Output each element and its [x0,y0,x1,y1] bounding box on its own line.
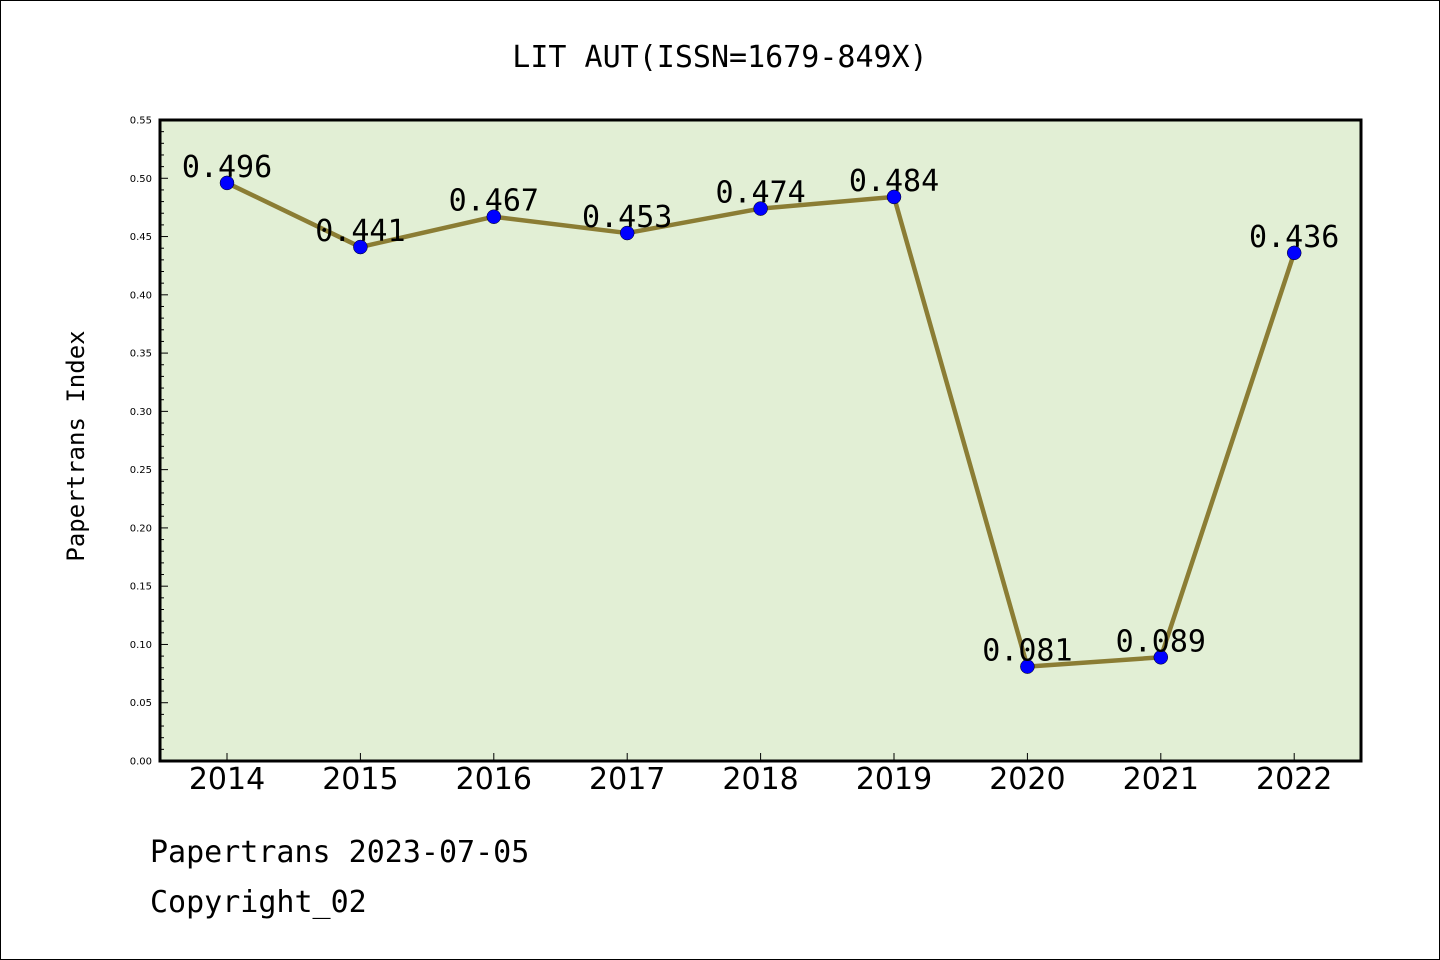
x-tick-label: 2022 [1256,762,1332,797]
x-axis: 2014 2015 2016 2017 2018 2019 2020 2021 2022 [189,753,1332,797]
y-tick-label: 0.00 [130,757,152,768]
data-point [219,175,235,191]
data-point [486,209,502,224]
y-tick-label: 0.40 [130,290,152,301]
x-tick-label: 2020 [989,762,1065,797]
x-tick-label: 2019 [856,762,932,797]
x-tick-label: 2014 [189,762,265,797]
x-tick-label: 2018 [722,762,798,797]
data-point [753,201,768,216]
data-label: 0.436 [1249,220,1339,255]
y-tick-label: 0.50 [130,174,152,185]
y-axis-label: Papertrans Index [62,330,90,561]
data-point [353,239,368,255]
data-point [1153,650,1169,665]
data-label: 0.441 [315,214,405,249]
x-tick-label: 2015 [322,762,398,797]
chart-title: LIT AUT(ISSN=1679-849X) [512,40,927,75]
y-tick-label: 0.15 [130,582,152,593]
data-point [1286,245,1302,261]
series-markers [219,175,1302,674]
y-tick-label: 0.05 [130,698,152,709]
x-tick-label: 2021 [1123,762,1199,797]
y-tick-label: 0.20 [130,523,152,534]
data-label: 0.089 [1116,624,1206,659]
plot-border [158,118,1363,763]
y-tick-label: 0.45 [130,232,152,243]
y-tick-label: 0.55 [130,116,152,127]
y-tick-label: 0.35 [130,349,152,360]
data-labels: 0.496 0.441 0.467 0.453 0.474 0.484 0.081 0.089… [182,150,1340,669]
footer-copyright: Copyright_02 [150,885,367,920]
data-label: 0.484 [849,164,939,199]
data-point [619,225,635,241]
y-tick-label: 0.10 [130,640,152,651]
footer-date: Papertrans 2023-07-05 [150,835,530,870]
data-label: 0.081 [982,634,1072,669]
data-point [1020,659,1035,674]
y-tick-label: 0.30 [130,407,152,418]
data-point [886,189,902,205]
data-label: 0.496 [182,150,272,185]
data-label: 0.474 [715,176,805,211]
x-tick-label: 2016 [456,762,532,797]
y-tick-label: 0.25 [130,465,152,476]
data-label: 0.467 [449,184,539,219]
data-label: 0.453 [582,200,672,235]
x-tick-label: 2017 [589,762,665,797]
